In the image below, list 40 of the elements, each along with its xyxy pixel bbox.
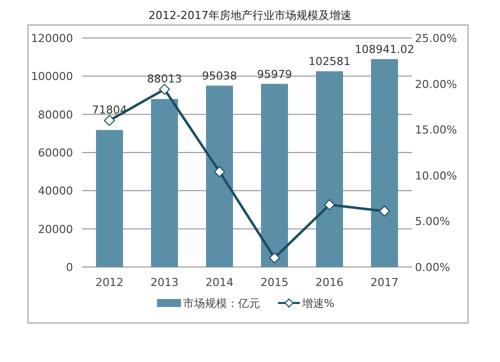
data-label: 71804 xyxy=(92,103,127,116)
y2-tick-label: 20.00% xyxy=(415,78,457,91)
x-tick-label: 2015 xyxy=(260,276,288,289)
y-tick-label: 20000 xyxy=(38,222,73,236)
y2-tick-label: 15.00% xyxy=(415,124,457,137)
x-tick-label: 2016 xyxy=(316,276,344,289)
y2-tick-label: 0.00% xyxy=(415,261,450,274)
data-label: 88013 xyxy=(147,72,182,86)
point xyxy=(159,84,170,95)
y-tick-label: 80000 xyxy=(38,108,73,122)
y2-tick-label: 5.00% xyxy=(415,215,450,228)
data-label: 108941.02 xyxy=(354,43,414,56)
bar xyxy=(371,59,398,267)
bar xyxy=(261,84,288,267)
x-tick-label: 2014 xyxy=(206,276,234,289)
point xyxy=(324,199,335,210)
point xyxy=(269,252,280,264)
x-tick-label: 2017 xyxy=(370,276,398,289)
y2-tick-label: 25.00% xyxy=(415,32,457,45)
legend-label: 增速% xyxy=(301,297,334,310)
x-tick-label: 2013 xyxy=(150,276,178,289)
y-tick-label: 0 xyxy=(66,261,73,274)
point xyxy=(104,114,115,126)
point xyxy=(379,206,390,217)
y-tick-label: 100000 xyxy=(31,70,73,84)
y2-tick-label: 10.00% xyxy=(415,169,457,182)
y-tick-label: 40000 xyxy=(38,184,73,198)
data-label: 95038 xyxy=(202,70,237,83)
chart-title: 2012-2017年房地产行业市场规模及增速 xyxy=(148,9,352,22)
y-tick-label: 120000 xyxy=(31,32,73,45)
data-label: 95979 xyxy=(257,68,292,81)
y-tick-label: 60000 xyxy=(38,146,73,160)
bar xyxy=(206,86,233,267)
bar xyxy=(96,130,123,267)
legend-label: 市场规模：亿元 xyxy=(183,297,260,310)
x-tick-label: 2012 xyxy=(96,276,124,289)
point xyxy=(214,166,225,178)
bar xyxy=(151,99,178,267)
data-label: 102581 xyxy=(308,55,350,68)
bar xyxy=(316,71,343,267)
